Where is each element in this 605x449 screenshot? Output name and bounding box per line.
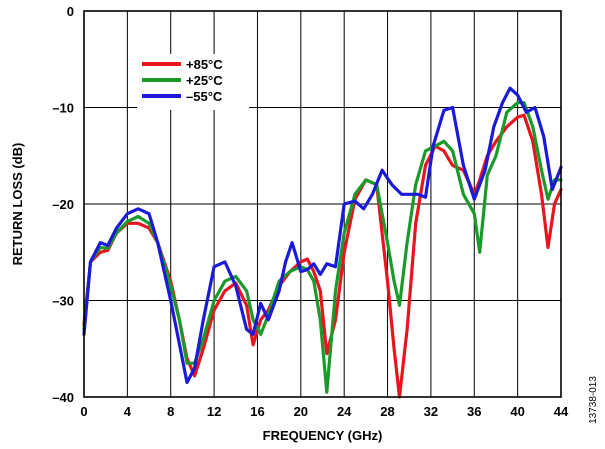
- legend-label: +85°C: [186, 57, 223, 72]
- y-tick-label: –10: [52, 101, 74, 116]
- x-tick-label: 32: [424, 404, 438, 419]
- x-tick-label: 20: [294, 404, 308, 419]
- y-tick-label: –20: [52, 197, 74, 212]
- y-tick-label: –30: [52, 294, 74, 309]
- legend-label: –55°C: [186, 89, 223, 104]
- x-tick-label: 12: [207, 404, 221, 419]
- y-tick-label: 0: [67, 4, 74, 19]
- x-tick-label: 40: [510, 404, 524, 419]
- figure-id: 13738-013: [588, 376, 599, 424]
- x-tick-label: 16: [250, 404, 264, 419]
- y-axis-title: RETURN LOSS (dB): [10, 143, 25, 266]
- x-tick-label: 44: [554, 404, 569, 419]
- x-axis-title: FREQUENCY (GHz): [263, 428, 383, 443]
- series-line-2: [82, 86, 563, 385]
- x-tick-label: 0: [80, 404, 87, 419]
- x-tick-label: 24: [337, 404, 352, 419]
- x-tick-label: 4: [124, 404, 132, 419]
- legend-label: +25°C: [186, 73, 223, 88]
- legend: +85°C+25°C–55°C: [137, 54, 249, 110]
- plot-frame: [83, 10, 562, 398]
- tick-labels: 0 4 8 12 16 20 24 28 32 36 40 44 0 –10 –20 –30 –40: [52, 4, 569, 419]
- x-tick-label: 28: [380, 404, 394, 419]
- series-line-1: [82, 101, 563, 394]
- x-tick-label: 36: [467, 404, 481, 419]
- x-tick-label: 8: [167, 404, 174, 419]
- series-lines: [82, 86, 563, 399]
- y-tick-label: –40: [52, 390, 74, 405]
